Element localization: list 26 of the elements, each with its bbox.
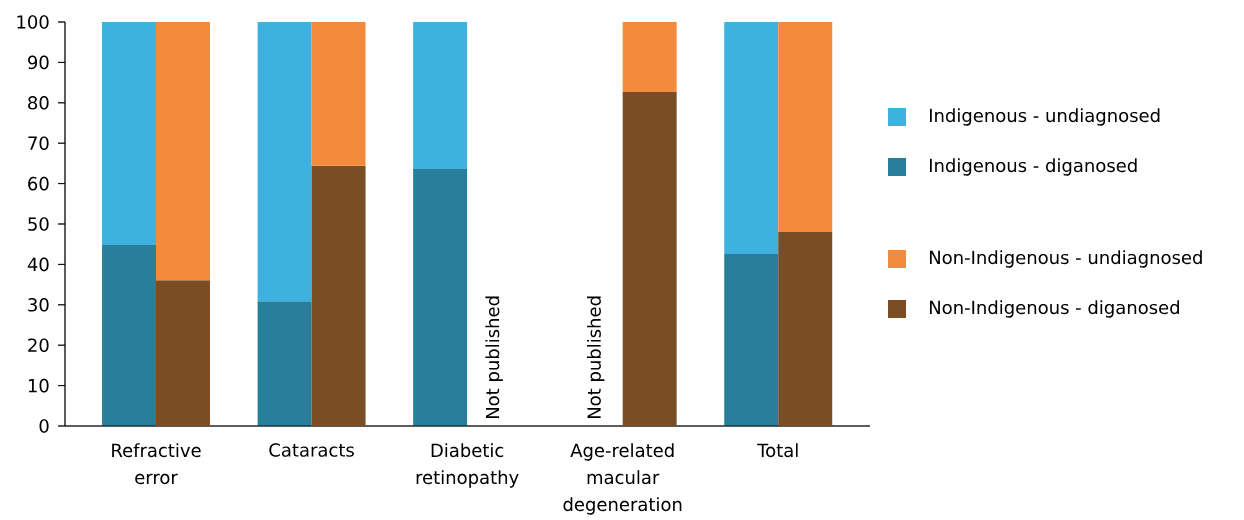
annotation: Not published xyxy=(586,296,605,419)
bar xyxy=(622,91,677,426)
bar xyxy=(413,22,468,170)
y-tick-label: 30 xyxy=(28,297,49,312)
x-tick-label: Total xyxy=(757,443,798,458)
y-tick-label: 100 xyxy=(17,15,49,29)
legend-label: Indigenous - diganosed xyxy=(929,158,1137,176)
y-tick-label: 80 xyxy=(28,95,49,110)
bar xyxy=(622,22,677,92)
y-tick-label: 50 xyxy=(28,217,49,231)
y-tick-label: 20 xyxy=(28,338,49,352)
y-tick-label: 40 xyxy=(27,257,49,272)
y-tick-label: 70 xyxy=(28,136,49,150)
y-tick-label: 0 xyxy=(39,419,49,433)
x-tick-label: Diabetic retinopathy xyxy=(416,443,519,488)
x-tick-label: Refractive error xyxy=(112,443,201,485)
y-tick-label: 60 xyxy=(28,176,49,191)
bar xyxy=(413,169,468,426)
x-tick-label: Cataracts xyxy=(269,443,354,457)
y-tick-label: 10 xyxy=(28,378,49,393)
x-tick-label: Age-related macular degeneration xyxy=(563,443,682,515)
legend-label: Non-Indigenous - undiagnosed xyxy=(929,250,1202,268)
annotation: Not published xyxy=(485,296,503,419)
legend-label: Non-Indigenous - diganosed xyxy=(929,300,1179,318)
y-tick-label: 90 xyxy=(28,55,49,70)
legend-label: Indigenous - undiagnosed xyxy=(929,108,1160,126)
